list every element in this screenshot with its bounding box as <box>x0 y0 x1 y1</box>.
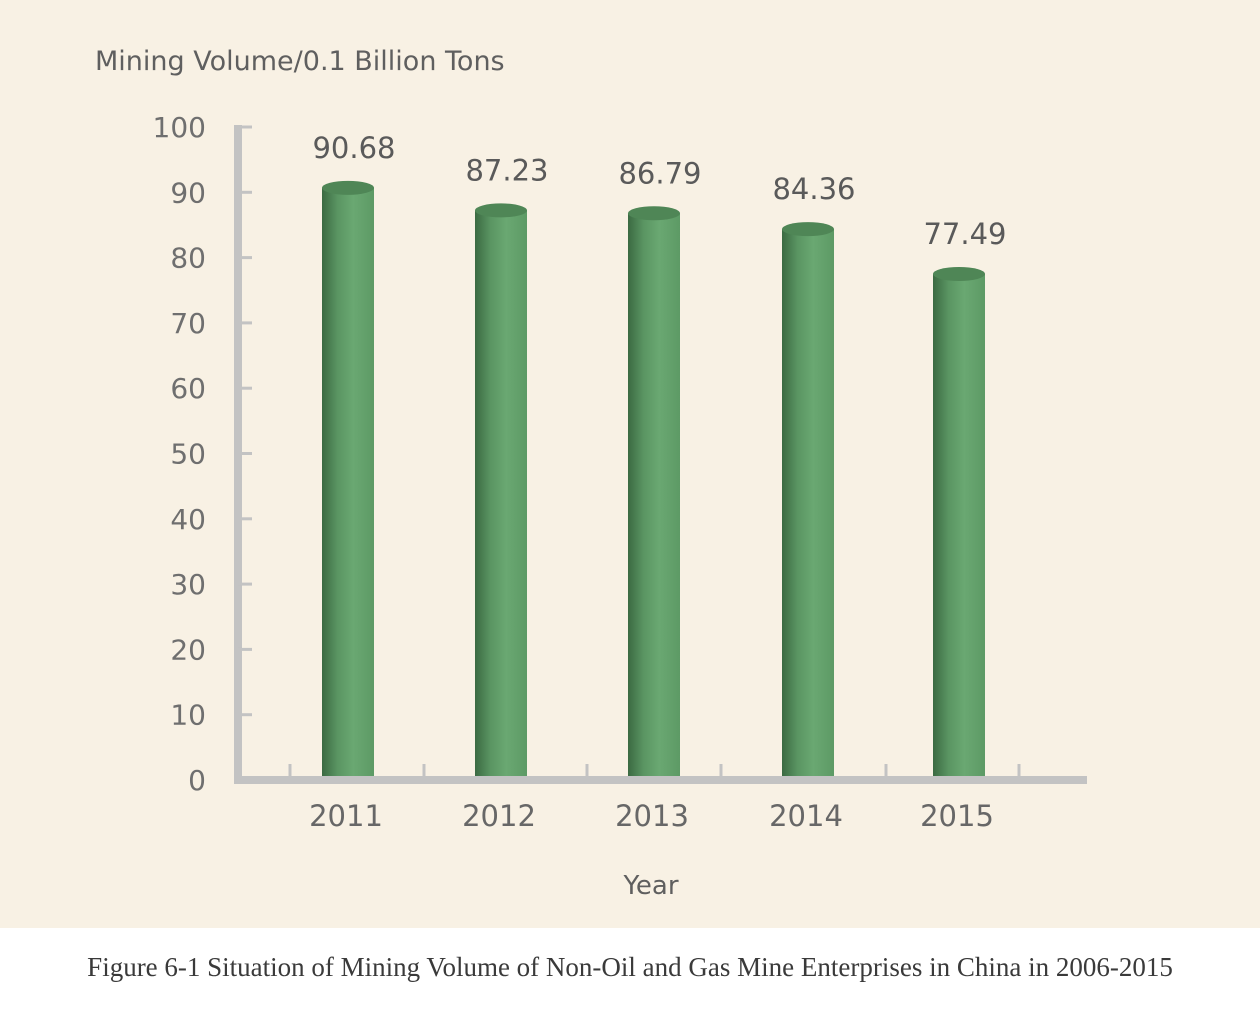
bar-2012 <box>475 203 527 776</box>
bar-body <box>933 273 985 776</box>
bar-top-cap <box>628 206 680 221</box>
x-axis-tick-label: 2011 <box>309 799 383 833</box>
bar-top-cap <box>933 266 985 281</box>
bar-2013 <box>628 206 680 777</box>
y-axis-tick-label: 70 <box>170 307 206 340</box>
bar-chart: Mining Volume/0.1 Billion Tons 0 10 20 30 40… <box>95 46 1087 901</box>
y-axis-tick-label: 20 <box>170 633 206 666</box>
chart-panel: Mining Volume/0.1 Billion Tons 0 10 20 30 40… <box>0 0 1260 928</box>
bar-top-cap <box>475 203 527 218</box>
bar-top-cap <box>322 180 374 195</box>
bar-body <box>782 229 834 776</box>
y-axis-tick-label: 50 <box>170 438 206 471</box>
x-axis-title: Year <box>622 871 678 901</box>
y-axis-tick-label: 100 <box>153 111 206 144</box>
y-axis-tick-label: 60 <box>170 372 206 405</box>
bar-body <box>475 210 527 776</box>
bars <box>322 180 985 777</box>
y-axis-tick-label: 10 <box>170 699 206 732</box>
bar-value-label: 87.23 <box>465 153 548 187</box>
x-axis-tick-label: 2012 <box>462 799 536 833</box>
y-axis-ticks: 0 10 20 30 40 50 60 70 80 90 100 <box>153 111 252 797</box>
bar-2015 <box>933 266 985 776</box>
bar-value-label: 77.49 <box>923 217 1006 251</box>
y-axis-tick-label: 40 <box>170 503 206 536</box>
bar-2014 <box>782 222 834 776</box>
bar-top-cap <box>782 222 834 237</box>
x-axis-tick-label: 2013 <box>615 799 689 833</box>
figure-caption: Figure 6-1 Situation of Mining Volume of… <box>87 952 1173 982</box>
y-axis-tick-label: 90 <box>170 176 206 209</box>
bar-2011 <box>322 180 374 776</box>
x-axis-tick-label: 2014 <box>769 799 843 833</box>
y-axis-title: Mining Volume/0.1 Billion Tons <box>95 46 505 77</box>
y-axis-tick-label: 0 <box>188 764 206 797</box>
y-axis-tick-label: 80 <box>170 242 206 275</box>
bar-value-label: 86.79 <box>618 156 701 190</box>
bar-body <box>322 187 374 776</box>
x-axis-tick-label: 2015 <box>920 799 994 833</box>
bar-value-label: 90.68 <box>312 131 395 165</box>
y-axis-tick-label: 30 <box>170 568 206 601</box>
bar-body <box>628 213 680 777</box>
bar-value-label: 84.36 <box>772 172 855 206</box>
x-axis-tick-labels: 2011 2012 2013 2014 2015 <box>309 799 994 833</box>
value-labels: 90.68 87.23 86.79 84.36 77.49 <box>312 131 1006 251</box>
